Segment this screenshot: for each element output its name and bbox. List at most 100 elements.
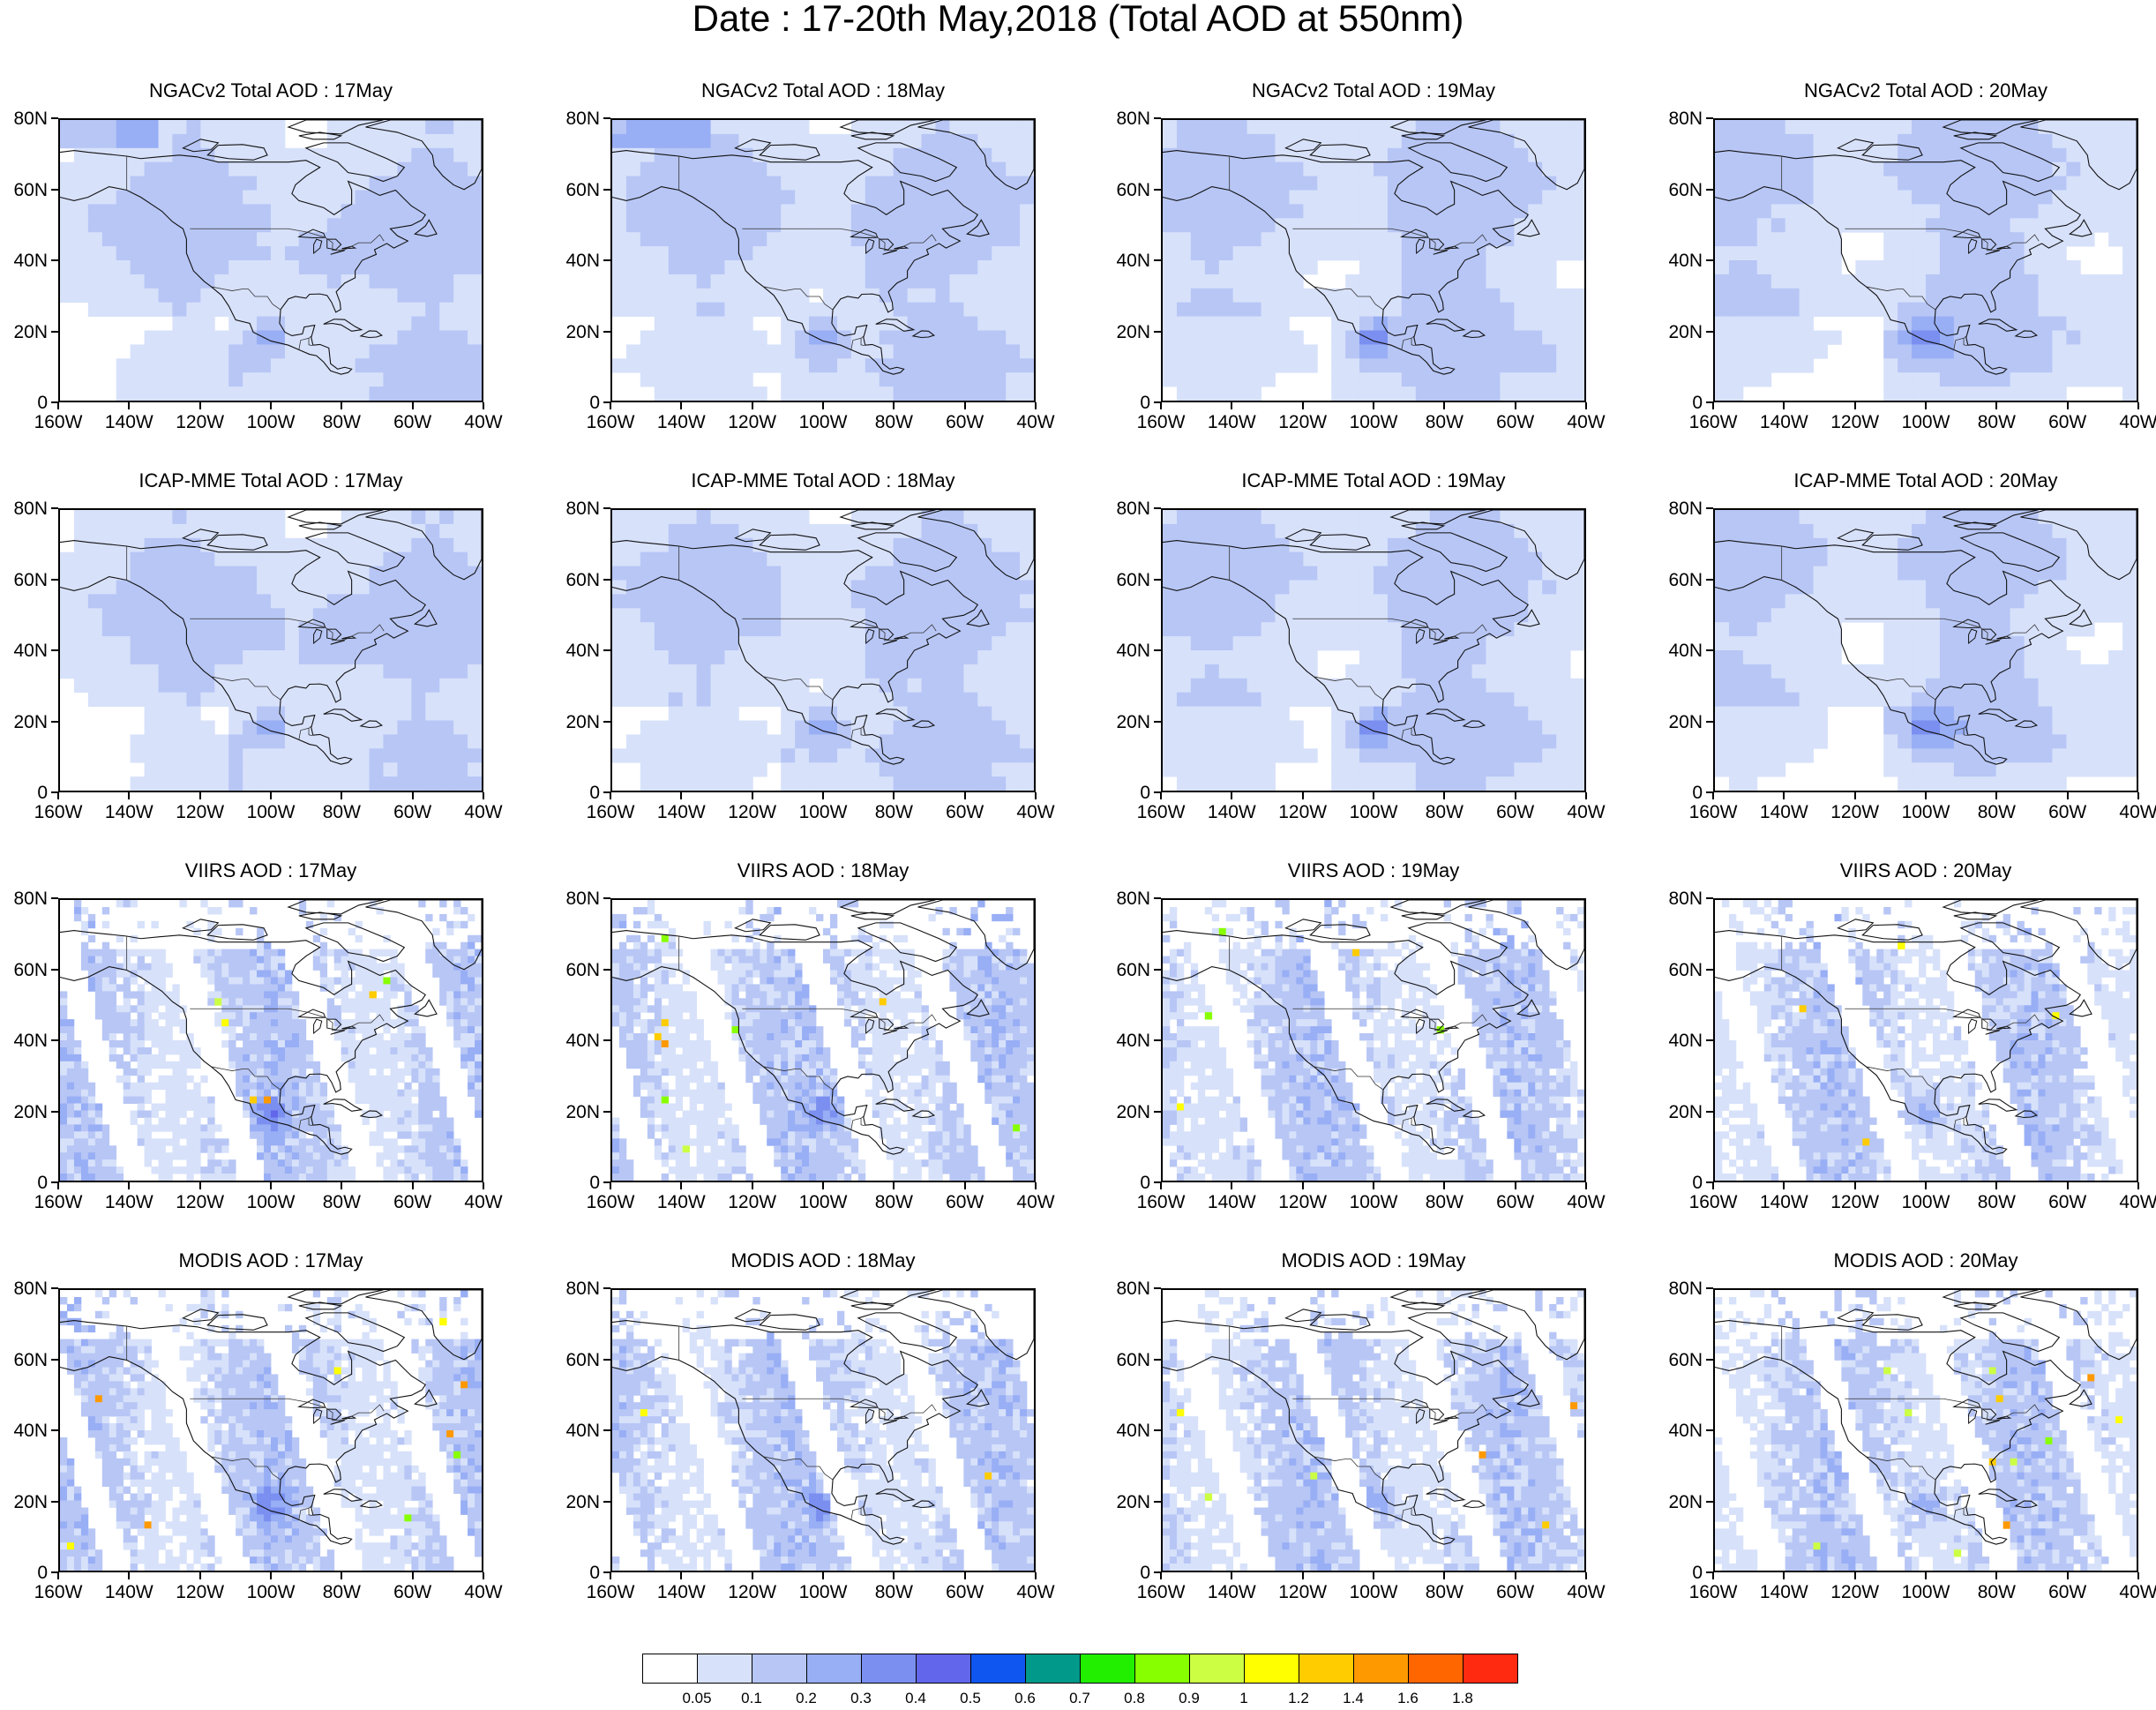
aod-cell — [1303, 566, 1318, 581]
aod-cell — [298, 302, 314, 317]
aod-cell — [1898, 372, 1913, 387]
aod-cell — [243, 762, 258, 777]
aod-cell — [893, 161, 908, 176]
aod-cell — [1570, 622, 1584, 637]
aod-cell — [1785, 330, 1800, 345]
aod-cell — [977, 190, 992, 205]
aod-cell — [2094, 678, 2109, 694]
aod-cell — [668, 372, 684, 387]
aod-cell — [116, 636, 131, 651]
aod-cell — [1246, 204, 1261, 219]
aod-cell — [1500, 636, 1515, 651]
aod-cell — [468, 330, 482, 345]
aod-cell — [1387, 664, 1403, 679]
aod-cell — [2080, 218, 2095, 233]
aod-cell — [682, 386, 697, 401]
aod-cell — [186, 510, 201, 525]
aod-cell — [682, 161, 697, 176]
aod-cell — [1317, 204, 1332, 219]
aod-cell — [228, 344, 243, 359]
aod-cell — [453, 580, 468, 595]
aod-cell — [214, 551, 229, 566]
aod-cell — [612, 218, 627, 233]
aod-cell — [1570, 386, 1584, 401]
island-outline — [1284, 139, 1322, 153]
aod-cell — [1163, 133, 1178, 149]
aod-cell — [1190, 510, 1206, 525]
latitude-label: 60N — [13, 569, 48, 590]
aod-cell — [1898, 232, 1913, 247]
aod-cell — [439, 330, 454, 345]
aod-cell — [949, 120, 964, 135]
aod-cell — [1471, 218, 1486, 233]
aod-cell — [355, 776, 370, 791]
aod-cell — [935, 692, 950, 707]
aod-cell — [341, 372, 356, 387]
aod-cell — [836, 147, 852, 163]
aod-cell — [1401, 358, 1417, 373]
aod-cell — [2010, 776, 2025, 791]
aod-cell — [612, 580, 627, 595]
aod-cell — [1742, 748, 1758, 763]
aod-cell — [935, 580, 950, 595]
lake-outline — [1444, 635, 1460, 640]
aod-cell — [2066, 274, 2081, 289]
aod-cell — [893, 748, 908, 763]
aod-cell — [696, 523, 711, 539]
aod-cell — [612, 176, 627, 191]
aod-cell — [1317, 161, 1332, 176]
aod-cell — [1443, 692, 1458, 707]
aod-cell — [935, 748, 950, 763]
aod-cell — [710, 372, 725, 387]
aod-cell — [1841, 594, 1856, 609]
country-border — [190, 618, 385, 641]
aod-cell — [977, 594, 992, 609]
aod-cell — [865, 302, 880, 317]
aod-cell — [1813, 706, 1828, 721]
longitude-tick — [1443, 792, 1446, 799]
aod-cell — [87, 190, 103, 205]
aod-cell — [144, 260, 159, 275]
aod-cell — [1443, 510, 1458, 525]
aod-cell — [1869, 260, 1884, 275]
aod-cell — [1883, 523, 1898, 539]
aod-cell — [411, 510, 426, 525]
aod-cell — [1995, 288, 2010, 304]
aod-cell — [612, 190, 627, 205]
aod-cell — [767, 344, 782, 359]
aod-cell — [1995, 120, 2010, 135]
aod-cell — [2122, 551, 2137, 566]
aod-cell — [865, 316, 880, 331]
aod-cell — [1374, 537, 1389, 553]
aod-cell — [326, 776, 342, 791]
aod-cell — [1006, 204, 1021, 219]
map-panel: ICAP-MME Total AOD : 17May 80N 60N 40N 20N 0 1… — [7, 468, 561, 847]
aod-cell — [116, 608, 131, 623]
aod-cell — [341, 692, 356, 707]
aod-cell — [60, 232, 75, 247]
aod-cell — [1556, 594, 1571, 609]
aod-cell — [1514, 260, 1529, 275]
lake-outline — [341, 245, 357, 250]
aod-cell — [1232, 608, 1247, 623]
aod-cell — [935, 302, 950, 317]
aod-cell — [1841, 608, 1856, 623]
aod-cell — [460, 920, 468, 929]
aod-cell — [879, 510, 895, 525]
aod-cell — [2066, 566, 2081, 581]
aod-cell — [1528, 232, 1543, 247]
aod-cell — [228, 900, 236, 908]
aod-cell — [963, 566, 978, 581]
aod-cell — [87, 133, 103, 149]
aod-cell — [1401, 161, 1417, 176]
island-outline — [850, 131, 895, 140]
aod-cell — [397, 218, 412, 233]
aod-cell — [935, 190, 950, 205]
aod-cell — [2066, 762, 2081, 777]
aod-cell — [1443, 720, 1458, 735]
aod-cell — [2094, 664, 2109, 679]
aod-cell — [893, 650, 908, 665]
aod-cell — [710, 664, 725, 679]
aod-cell — [1770, 762, 1786, 777]
aod-cell — [1190, 302, 1206, 317]
